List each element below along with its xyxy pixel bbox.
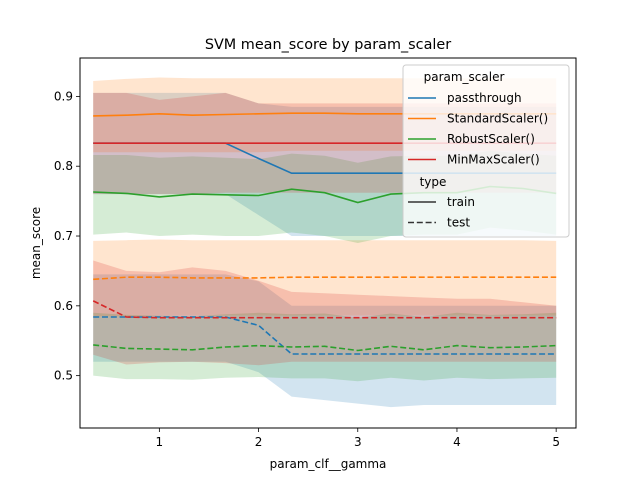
legend-label-minmaxscaler: MinMaxScaler() <box>447 153 540 167</box>
x-tick-label: 3 <box>354 435 362 449</box>
band-minmaxscaler-test <box>93 260 557 366</box>
x-tick-label: 2 <box>255 435 263 449</box>
y-tick-label: 0.9 <box>54 89 73 103</box>
band-passthrough-test <box>93 274 557 408</box>
legend-hue-title: param_scaler <box>424 70 505 84</box>
y-axis-label: mean_score <box>29 207 43 279</box>
chart-title: SVM mean_score by param_scaler <box>205 37 451 53</box>
legend-label-test: test <box>447 216 470 230</box>
x-tick-label: 5 <box>552 435 560 449</box>
legend-box <box>402 64 570 238</box>
line-passthrough-test <box>93 316 557 355</box>
legend-label-passthrough: passthrough <box>447 91 522 105</box>
legend-label-standardscaler: StandardScaler() <box>447 112 548 126</box>
x-tick-label: 4 <box>453 435 461 449</box>
y-tick-label: 0.6 <box>54 299 73 313</box>
line-standardscaler-test <box>93 276 557 281</box>
y-tick-label: 0.5 <box>54 369 73 383</box>
legend-style-entries: train test <box>408 195 475 230</box>
x-axis: 1 2 3 4 5 <box>156 428 560 449</box>
plot-frame <box>79 57 577 429</box>
legend: param_scaler passthrough StandardScaler()… <box>402 64 570 238</box>
legend-hue-entries: passthrough StandardScaler() RobustScaler(… <box>408 91 548 167</box>
line-robustscaler-test <box>93 344 557 352</box>
x-axis-label: param_clf__gamma <box>270 457 387 471</box>
y-tick-label: 0.8 <box>54 159 73 173</box>
line-minmaxscaler-test <box>92 300 557 319</box>
legend-style-title: type <box>420 175 447 189</box>
x-tick-label: 1 <box>156 435 164 449</box>
legend-label-train: train <box>447 195 475 209</box>
y-axis: 0.5 0.6 0.7 0.8 0.9 <box>54 89 80 383</box>
legend-label-robustscaler: RobustScaler() <box>447 132 535 146</box>
y-tick-label: 0.7 <box>54 229 73 243</box>
